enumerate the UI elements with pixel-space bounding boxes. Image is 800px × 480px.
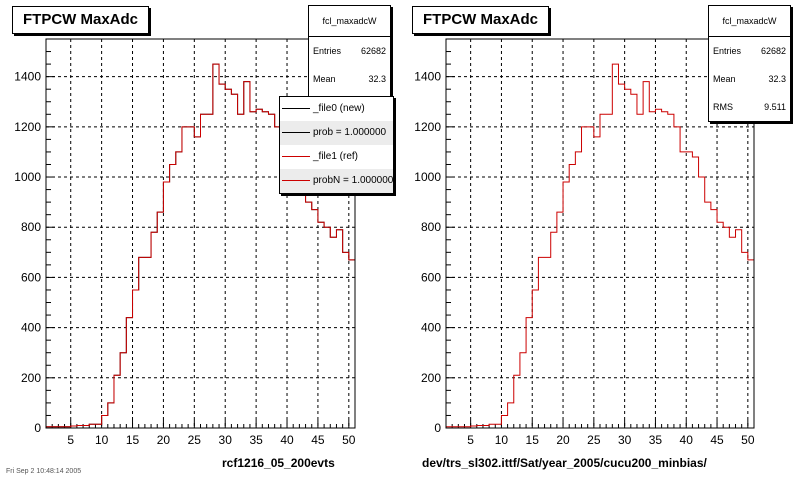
left-stats-entries: Entries 62682 (309, 37, 390, 65)
x-tick-label: 15 (526, 433, 540, 447)
x-tick-label: 10 (495, 433, 509, 447)
left-stats-mean: Mean 32.3 (309, 65, 390, 93)
y-tick-label: 800 (421, 220, 441, 234)
y-tick-label: 1400 (414, 70, 441, 84)
right-stats-name: fcl_maxadcW (709, 6, 790, 37)
series-line (446, 63, 754, 428)
y-tick-label: 200 (21, 371, 41, 385)
y-tick-label: 400 (421, 321, 441, 335)
date-stamp: Fri Sep 2 10:48:14 2005 (6, 468, 82, 475)
y-tick-label: 1000 (414, 170, 441, 184)
x-tick-label: 20 (157, 433, 171, 447)
mean-value: 32.3 (768, 74, 786, 84)
plot-frame (45, 38, 356, 429)
x-tick-label: 5 (467, 433, 474, 447)
rms-label: RMS (713, 102, 733, 112)
right-histogram-plot: 5 10 15 20 25 30 35 40 45 50 0 200 400 600 800 1000 1200… (414, 38, 755, 447)
right-stats-entries: Entries 62682 (709, 37, 790, 65)
y-tick-label: 800 (21, 220, 41, 234)
rms-value: 9.511 (764, 102, 786, 112)
y-tick-label: 1000 (14, 170, 41, 184)
right-x-caption: dev/trs_sl302.ittf/Sat/year_2005/cucu200… (422, 456, 707, 470)
x-tick-label: 30 (219, 433, 233, 447)
left-stats-name: fcl_maxadcW (309, 6, 390, 37)
y-tick-label: 600 (21, 270, 41, 284)
x-tick-label: 45 (311, 433, 325, 447)
y-tick-label: 600 (421, 270, 441, 284)
entries-label: Entries (313, 46, 342, 56)
y-tick-label: 1200 (414, 120, 441, 134)
grid-lines (46, 39, 355, 428)
right-plot-title: FTPCW MaxAdc (412, 6, 550, 34)
y-tick-label: 400 (21, 321, 41, 335)
x-tick-label: 35 (249, 433, 263, 447)
legend-entry-file0: _file0 (new) (280, 97, 393, 121)
right-stats-box: fcl_maxadcW Entries 62682 Mean 32.3 RMS … (708, 5, 791, 122)
x-tick-label: 25 (188, 433, 202, 447)
series-line (46, 63, 355, 428)
y-tick-label: 1200 (14, 120, 41, 134)
legend-entry-probn: probN = 1.000000 (280, 169, 393, 193)
x-tick-label: 50 (342, 433, 356, 447)
left-legend: _file0 (new) prob = 1.000000 _file1 (ref… (279, 96, 394, 194)
x-tick-label: 15 (126, 433, 140, 447)
x-tick-label: 25 (587, 433, 601, 447)
right-stats-rms: RMS 9.511 (709, 93, 790, 121)
mean-label: Mean (313, 74, 336, 84)
left-x-caption: rcf1216_05_200evts (222, 456, 335, 470)
y-tick-label: 0 (34, 421, 41, 435)
entries-value: 62682 (360, 46, 386, 56)
plot-frame (445, 38, 755, 429)
entries-label: Entries (713, 46, 742, 56)
x-tick-label: 10 (95, 433, 109, 447)
mean-label: Mean (713, 74, 736, 84)
y-tick-label: 0 (434, 421, 441, 435)
x-tick-label: 20 (556, 433, 570, 447)
x-tick-label: 45 (710, 433, 724, 447)
right-stats-mean: Mean 32.3 (709, 65, 790, 93)
right-histogram-pad: 5 10 15 20 25 30 35 40 45 50 0 200 400 600 800 1000 1200… (400, 0, 800, 480)
left-plot-title: FTPCW MaxAdc (12, 6, 150, 34)
left-histogram-plot: 5 10 15 20 25 30 35 40 45 50 0 200 400 600 800 1000 1200… (14, 38, 356, 447)
x-tick-label: 40 (280, 433, 294, 447)
x-tick-label: 50 (741, 433, 755, 447)
x-tick-label: 35 (649, 433, 663, 447)
x-tick-label: 40 (680, 433, 694, 447)
x-tick-label: 5 (67, 433, 74, 447)
legend-entry-prob: prob = 1.000000 (280, 121, 393, 145)
entries-value: 62682 (760, 46, 786, 56)
grid-lines (446, 39, 754, 428)
left-histogram-pad: 5 10 15 20 25 30 35 40 45 50 0 200 400 600 800 1000 1200… (6, 5, 394, 475)
mean-value: 32.3 (368, 74, 386, 84)
y-tick-label: 1400 (14, 70, 41, 84)
legend-entry-file1: _file1 (ref) (280, 145, 393, 169)
x-tick-label: 30 (618, 433, 632, 447)
y-tick-label: 200 (421, 371, 441, 385)
